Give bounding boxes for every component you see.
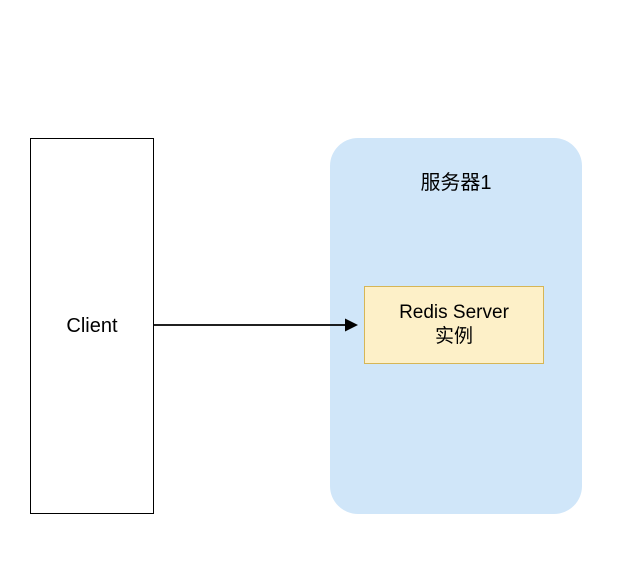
redis-label-line2: 实例 (435, 325, 473, 349)
redis-node: Redis Server 实例 (364, 286, 544, 364)
client-node: Client (30, 138, 154, 514)
diagram-canvas: Client 服务器1 Redis Server 实例 (0, 0, 622, 584)
client-label: Client (66, 315, 117, 338)
redis-label-line1: Redis Server (399, 301, 509, 325)
server1-label: 服务器1 (330, 166, 582, 195)
edge-client-to-redis (154, 312, 371, 338)
